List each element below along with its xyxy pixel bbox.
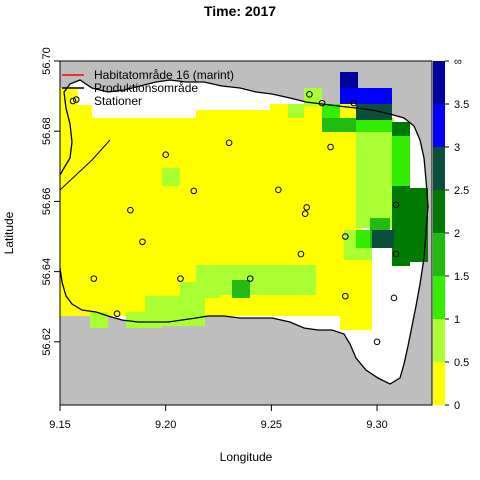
station-marker	[392, 201, 400, 209]
heatmap-cell	[304, 88, 322, 106]
x-tick-label: 9.15	[49, 419, 70, 431]
colorbar-tick-label: 1	[454, 314, 460, 326]
station-marker	[303, 204, 310, 211]
coastline	[59, 79, 429, 385]
x-tick-label: 9.30	[366, 419, 387, 431]
heatmap-cell	[340, 88, 392, 104]
colorbar: 0 0.5 1 1.5 2 2.5 3 3.5 ∞	[433, 56, 469, 412]
land-area	[60, 61, 432, 405]
heatmap-cell	[126, 312, 162, 328]
station-marker	[72, 96, 80, 103]
heatmap-cell	[392, 136, 410, 186]
x-tick-label: 9.20	[155, 419, 176, 431]
colorbar-segment	[433, 276, 445, 319]
station-marker	[225, 139, 233, 147]
heatmap-cell	[356, 118, 392, 132]
station-marker	[390, 294, 398, 302]
heatmap-cell	[232, 280, 250, 298]
heatmap-cell	[288, 104, 304, 118]
station-marker	[342, 233, 349, 240]
station-marker	[90, 275, 98, 282]
station-marker	[127, 206, 134, 214]
x-axis: 9.15 9.20 9.25 9.30	[49, 405, 388, 431]
colorbar-segment	[433, 104, 445, 147]
station-marker	[113, 310, 121, 318]
y-tick-label: 56.64	[41, 258, 53, 286]
x-tick-label: 9.25	[261, 419, 282, 431]
station-marker	[275, 186, 282, 194]
station-marker	[373, 338, 381, 346]
heatmap-cell	[372, 230, 394, 248]
heatmap-cell	[392, 186, 410, 266]
heatmap-cell	[356, 104, 392, 120]
station-marker	[342, 292, 349, 300]
heatmap-cells	[60, 72, 428, 330]
colorbar-segment	[433, 147, 445, 190]
y-axis-label: Latitude	[2, 211, 16, 254]
station-marker	[301, 210, 309, 217]
station-marker	[190, 187, 198, 195]
heatmap-cell	[356, 230, 372, 248]
colorbar-segment	[433, 319, 445, 362]
x-axis-label: Longitude	[220, 450, 273, 464]
y-tick-label: 56.68	[41, 117, 53, 145]
station-marker	[350, 99, 358, 107]
legend: Habitatområde 16 (marint)Produktionsområ…	[62, 68, 234, 108]
colorbar-tick-label: ∞	[454, 56, 462, 68]
station-marker	[162, 151, 169, 159]
chart-title: Time: 2017	[204, 3, 276, 19]
colorbar-segment	[433, 233, 445, 276]
legend-entry-label: Habitatområde 16 (marint)	[94, 68, 234, 82]
heatmap-cell	[180, 282, 220, 298]
station-marker	[327, 143, 334, 151]
legend-entry-label: Stationer	[94, 94, 142, 108]
heatmap-cell	[340, 72, 358, 88]
heatmap-cell	[392, 122, 410, 136]
colorbar-tick-label: 3.5	[454, 99, 469, 111]
colorbar-segment	[433, 61, 445, 104]
y-tick-label: 56.62	[41, 328, 53, 356]
colorbar-tick-label: 1.5	[454, 271, 469, 283]
heatmap-cell	[78, 105, 92, 173]
heatmap-cell	[340, 250, 372, 330]
heatmap-cell	[322, 104, 340, 118]
legend-entry-label: Produktionsområde	[94, 81, 198, 95]
station-marker	[306, 91, 313, 98]
station-marker	[139, 238, 146, 246]
legend-circle-symbol	[69, 97, 77, 105]
heatmap-cell	[322, 118, 356, 132]
y-tick-label: 56.70	[41, 47, 53, 75]
station-marker	[297, 250, 305, 258]
heatmap-cell	[162, 168, 180, 186]
colorbar-segment	[433, 362, 445, 405]
plot-frame	[59, 60, 433, 406]
colorbar-tick-label: 0	[454, 400, 460, 412]
production-area-line	[59, 139, 111, 191]
y-tick-label: 56.66	[41, 188, 53, 216]
colorbar-tick-label: 3	[454, 142, 460, 154]
colorbar-tick-label: 2.5	[454, 185, 469, 197]
station-marker	[392, 250, 400, 258]
station-marker	[246, 275, 254, 282]
stations	[72, 91, 400, 346]
station-marker	[318, 99, 326, 107]
colorbar-tick-label: 2	[454, 228, 460, 240]
colorbar-segment	[433, 190, 445, 233]
heatmap-cell	[356, 118, 394, 228]
y-axis: 56.62 56.64 56.66 56.68 56.70	[41, 47, 60, 356]
station-marker	[177, 275, 184, 282]
heatmap-cell	[90, 312, 108, 328]
colorbar-tick-label: 0.5	[454, 357, 469, 369]
heatmap-cell	[60, 88, 78, 166]
heatmap-cell	[410, 188, 428, 262]
